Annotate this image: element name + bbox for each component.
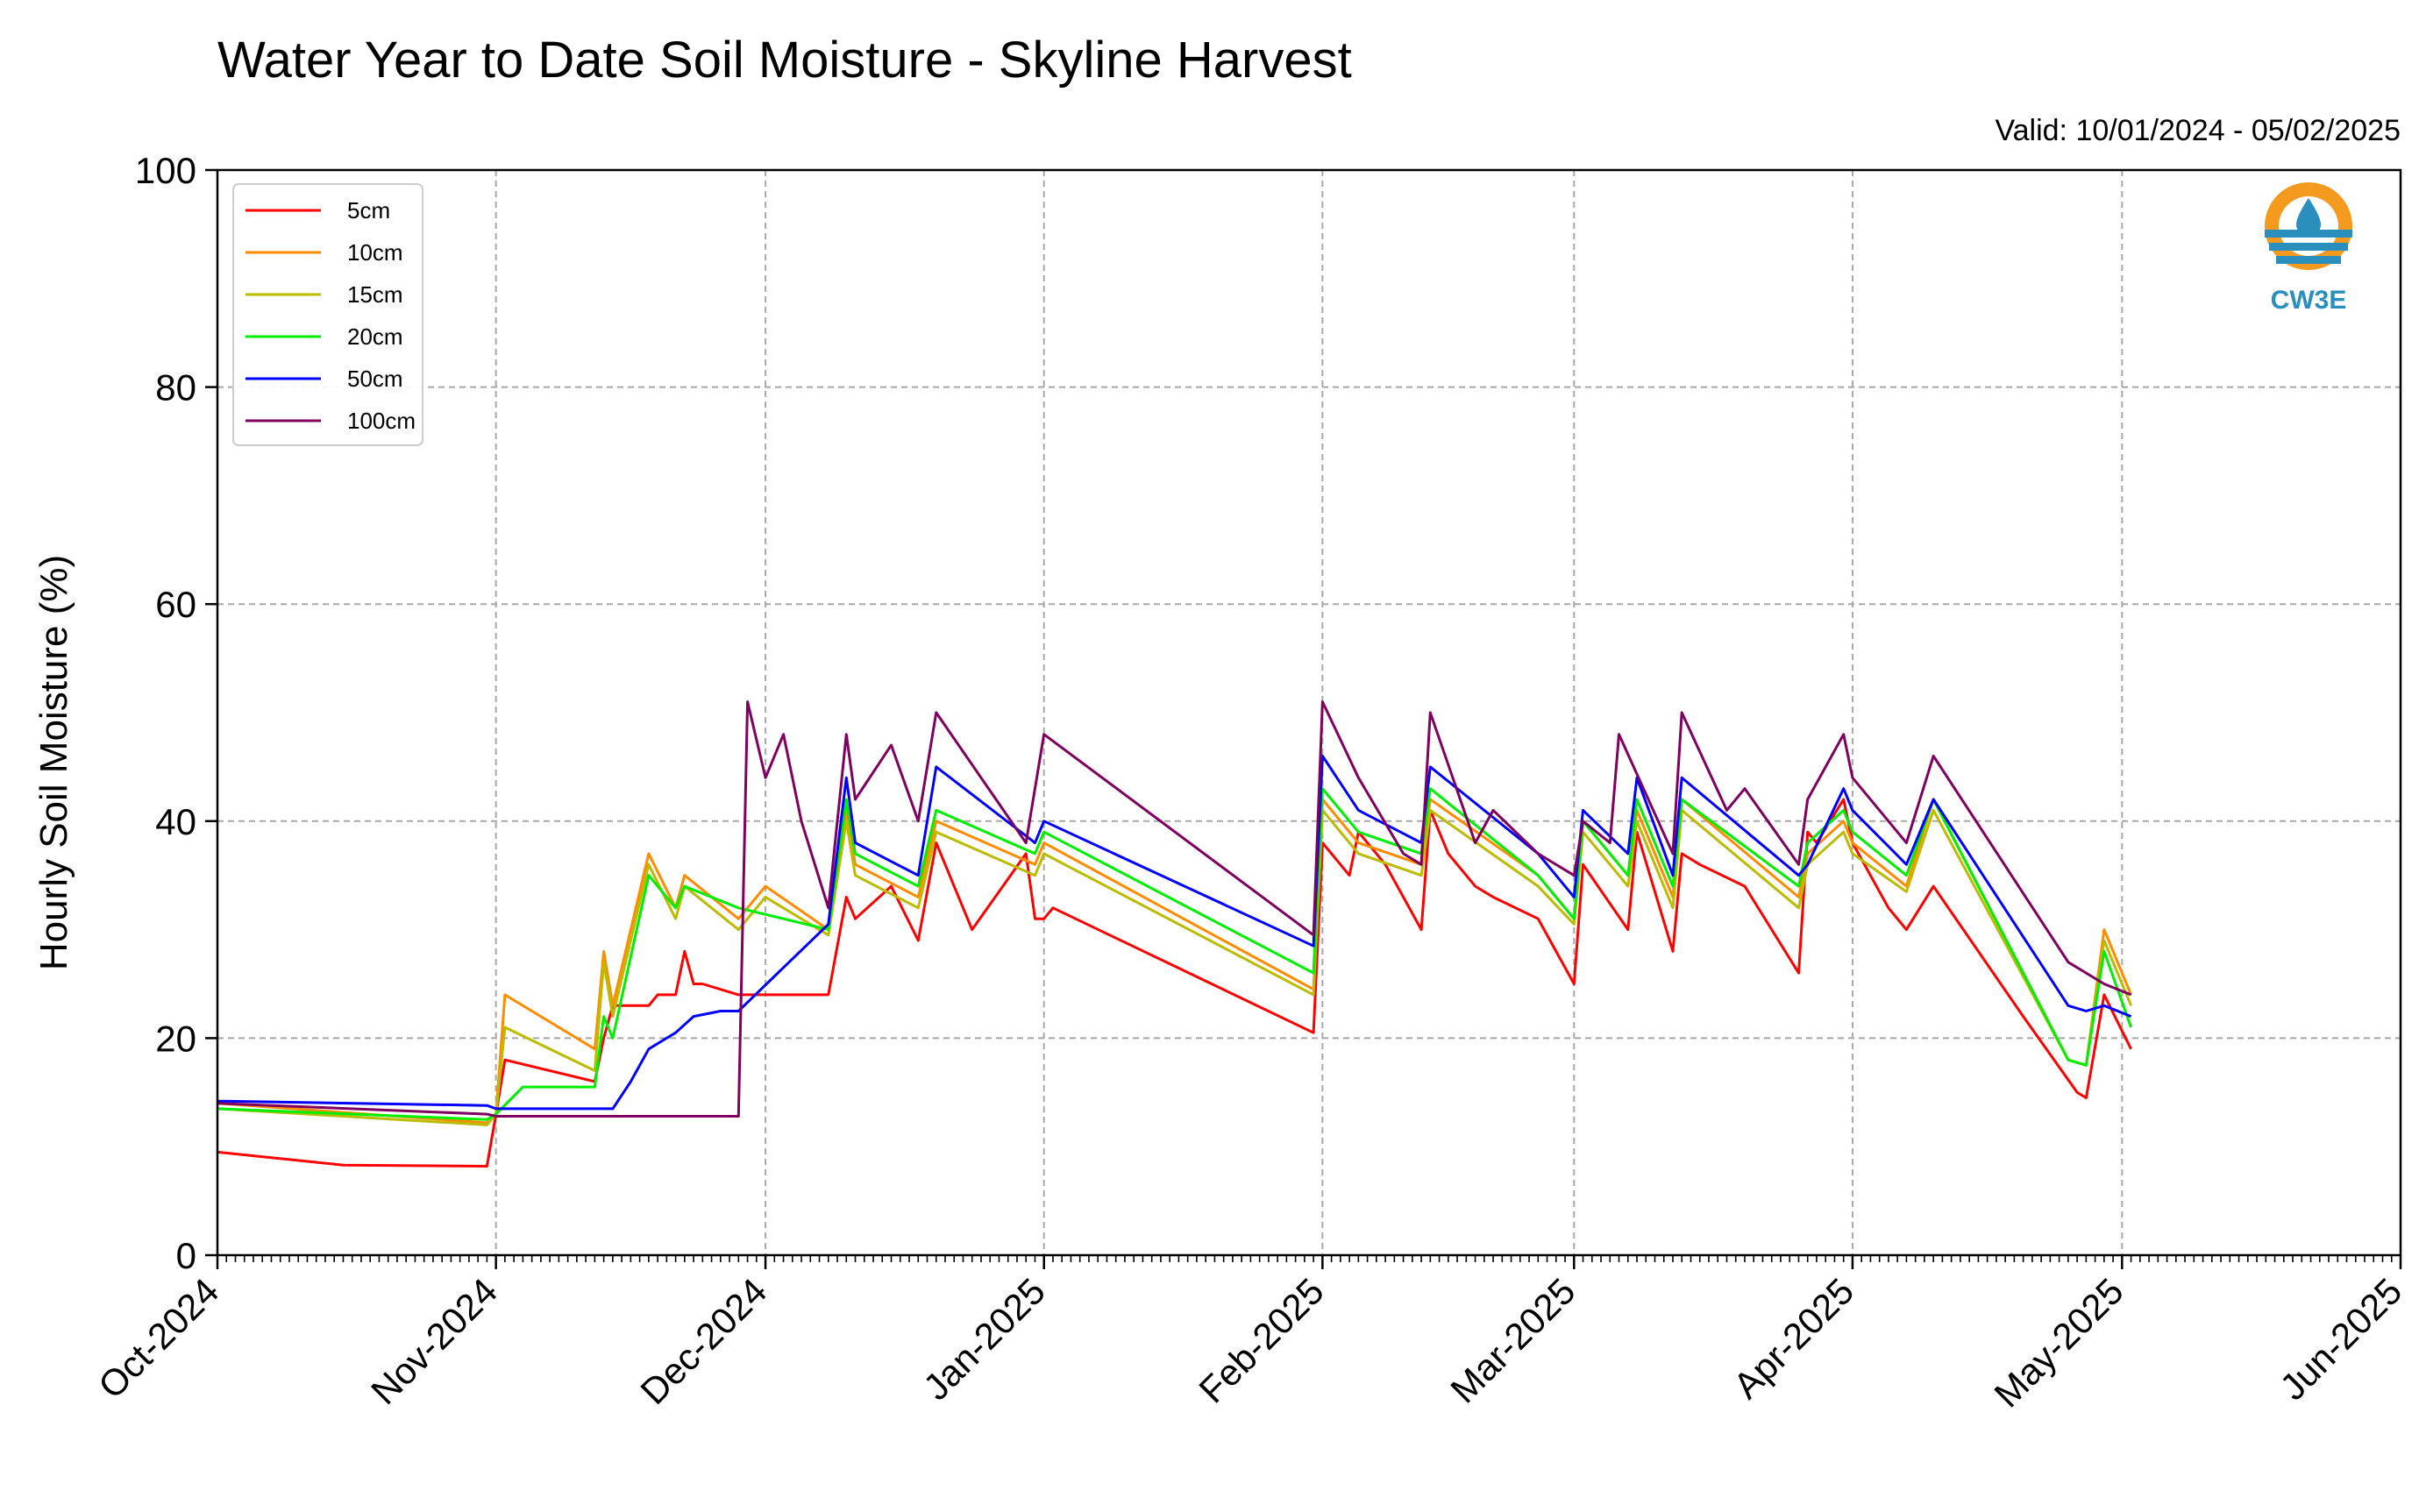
- logo-label: CW3E: [2271, 286, 2347, 315]
- water-wave-icon: [2269, 243, 2348, 251]
- x-tick-label: Jan-2025: [915, 1270, 1053, 1408]
- series-line-50cm: [217, 755, 2132, 1111]
- axes: 0 20 40 60 80 100 Oct-2024 Nov-2024 Dec-2024 Jan-…: [90, 150, 2409, 1415]
- legend: 5cm 10cm 15cm 20cm 50cm 100cm: [232, 183, 423, 446]
- legend-label: 100cm: [347, 408, 416, 434]
- x-tick-label: Dec-2024: [632, 1270, 774, 1412]
- series-line-15cm: [217, 808, 2132, 1126]
- series-line-20cm: [217, 787, 2133, 1121]
- x-tick-label: Oct-2024: [90, 1270, 226, 1406]
- x-tick-label: Feb-2025: [1191, 1270, 1331, 1410]
- legend-label: 50cm: [347, 366, 403, 392]
- x-tick-label: Mar-2025: [1442, 1270, 1583, 1410]
- x-tick-label: Jun-2025: [2272, 1270, 2409, 1408]
- y-tick-label: 40: [155, 801, 196, 842]
- cw3e-logo: CW3E: [2265, 182, 2352, 315]
- x-minor-ticks: [217, 1255, 2401, 1262]
- series-line-10cm: [217, 798, 2132, 1125]
- series-line-5cm: [217, 798, 2132, 1168]
- x-tick-label: May-2025: [1986, 1270, 2131, 1415]
- plot-frame: [216, 168, 2402, 1257]
- water-drop-icon: [2296, 198, 2321, 237]
- y-tick-label: 20: [155, 1018, 196, 1059]
- y-tick-label: 0: [176, 1235, 196, 1276]
- chart-title: Water Year to Date Soil Moisture - Skyli…: [217, 32, 1352, 89]
- legend-box: [232, 183, 423, 446]
- legend-label: 5cm: [347, 197, 390, 224]
- legend-label: 10cm: [347, 239, 403, 266]
- y-axis-label: Hourly Soil Moisture (%): [32, 555, 75, 970]
- y-tick-label: 60: [155, 584, 196, 625]
- y-tick-label: 100: [135, 150, 196, 191]
- legend-label: 20cm: [347, 323, 403, 350]
- grid-lines: [217, 170, 2401, 1255]
- water-wave-icon: [2276, 256, 2341, 264]
- data-series: [217, 700, 2133, 1168]
- series-line-100cm: [217, 700, 2132, 1118]
- chart-subtitle: Valid: 10/01/2024 - 05/02/2025: [1995, 114, 2401, 147]
- y-tick-label: 80: [155, 367, 196, 408]
- x-tick-label: Apr-2025: [1725, 1270, 1861, 1406]
- legend-label: 15cm: [347, 281, 403, 308]
- x-tick-label: Nov-2024: [363, 1270, 505, 1412]
